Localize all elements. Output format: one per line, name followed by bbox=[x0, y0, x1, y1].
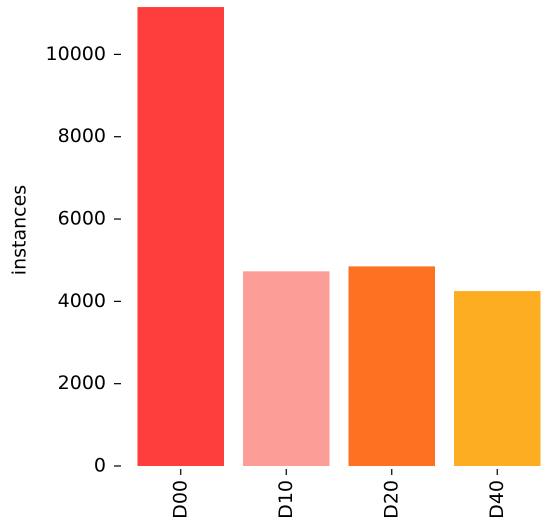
y-tick-label: 10000 bbox=[46, 43, 106, 65]
y-axis-label: instances bbox=[9, 185, 31, 275]
y-tick-label: 6000 bbox=[58, 208, 106, 230]
x-tick-label: D20 bbox=[380, 480, 402, 519]
y-tick-label: 2000 bbox=[58, 372, 106, 394]
y-tick-label: 0 bbox=[94, 455, 106, 477]
bar bbox=[453, 291, 541, 466]
x-tick-label: D40 bbox=[486, 480, 508, 519]
bar bbox=[242, 271, 330, 466]
x-tick-label: D00 bbox=[169, 480, 191, 519]
bar bbox=[348, 266, 436, 466]
y-tick-label: 8000 bbox=[58, 125, 106, 147]
bar bbox=[137, 7, 225, 466]
y-tick-label: 4000 bbox=[58, 290, 106, 312]
x-tick-label: D10 bbox=[275, 480, 297, 519]
